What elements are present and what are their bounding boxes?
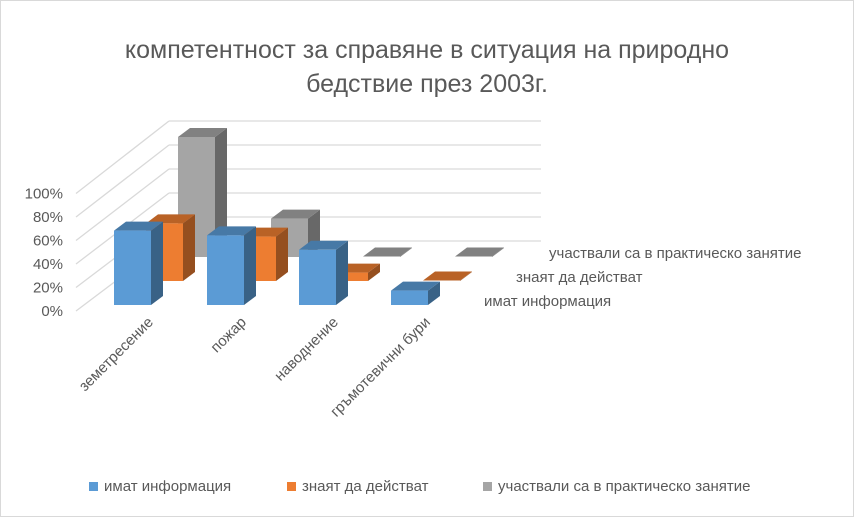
bar-top	[391, 281, 440, 291]
category-label: пожар	[207, 314, 249, 356]
bar-side	[428, 281, 440, 305]
series-axis-label: знаят да действат	[516, 269, 643, 286]
category-label: земетресение	[76, 314, 157, 395]
legend-item-0: имат информация	[89, 478, 231, 495]
bar-side	[215, 128, 227, 257]
legend-label: знаят да действат	[302, 478, 429, 495]
chart-title: компетентност за справяне в ситуация на …	[1, 33, 853, 101]
bar-side	[276, 227, 288, 281]
y-tick-label: 40%	[33, 256, 63, 273]
bar-front	[207, 235, 244, 305]
bar-front	[331, 272, 368, 281]
legend-item-1: знаят да действат	[287, 478, 428, 495]
title-line-1: компетентност за справяне в ситуация на …	[124, 36, 730, 64]
bar-top	[271, 209, 320, 219]
bar-side	[368, 263, 380, 281]
side-gridline	[75, 144, 170, 218]
bar-top	[114, 221, 163, 231]
legend-label: имат информация	[104, 478, 232, 495]
side-gridline	[75, 168, 170, 242]
y-tick-label: 60%	[33, 233, 63, 250]
bar-top	[423, 271, 472, 281]
bar-top	[207, 226, 256, 236]
legend-swatch	[89, 482, 98, 491]
category-label: гръмотевични бури	[327, 314, 434, 421]
bar-top	[178, 128, 227, 137]
bar-side	[460, 271, 472, 281]
bar-side	[183, 214, 195, 281]
y-tick-label: 80%	[33, 209, 63, 226]
y-tick-label: 100%	[25, 186, 63, 203]
side-gridline	[75, 120, 170, 195]
bar-front	[299, 249, 336, 305]
bar-top	[299, 240, 348, 250]
category-label: наводнение	[271, 314, 342, 385]
bar-side	[151, 221, 163, 305]
series-axis-label: участвали са в практическо занятие	[549, 245, 802, 262]
bar-front	[114, 230, 151, 305]
bar-side	[244, 226, 256, 305]
bar-top	[455, 247, 504, 257]
legend-swatch	[483, 482, 492, 491]
bar-top	[146, 214, 195, 224]
title-line-2: бедствие през 2003г.	[306, 70, 548, 98]
y-tick-label: 0%	[41, 303, 63, 320]
legend-swatch	[287, 482, 296, 491]
y-tick-label: 20%	[33, 280, 63, 297]
bar-top	[363, 247, 412, 257]
series-axis-label: имат информация	[484, 293, 611, 310]
bar-side	[400, 247, 412, 257]
legend-label: участвали са в практическо занятие	[498, 478, 751, 495]
bar-side	[492, 247, 504, 257]
bar-front	[391, 290, 428, 305]
legend-item-2: участвали са в практическо занятие	[483, 478, 751, 495]
bar-side	[336, 240, 348, 305]
